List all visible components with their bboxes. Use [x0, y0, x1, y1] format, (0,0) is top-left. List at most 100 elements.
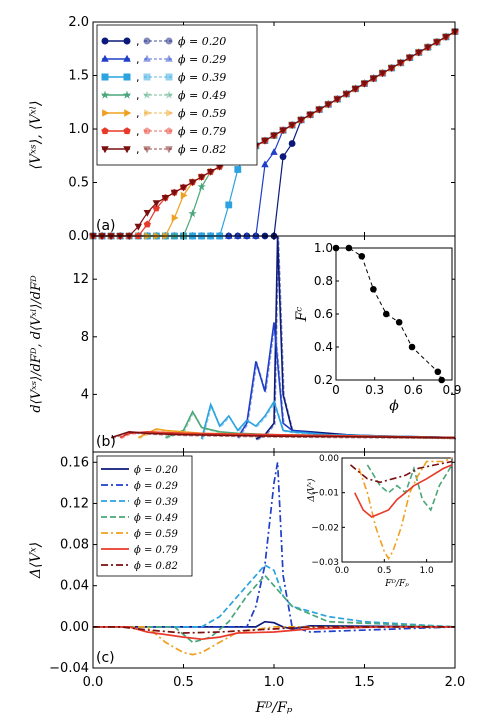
series-a-1-point: [243, 231, 251, 239]
series-b-6-line-light: [111, 432, 457, 440]
legend-marker-light: [143, 127, 151, 135]
series-b-1-line-light: [238, 323, 457, 440]
inset-b-ylabel: Fᶜ: [294, 307, 310, 323]
legend-marker-light: [165, 146, 173, 154]
inset-b-point: [434, 368, 442, 376]
series-a-1-point: [270, 148, 278, 155]
series-a-6-point: [170, 189, 179, 197]
series-a-5-point: [152, 204, 160, 212]
legend-c-label: ϕ = 0.59: [134, 529, 178, 540]
legend-c-label: ϕ = 0.29: [134, 481, 178, 492]
series-a-6-point: [406, 54, 414, 62]
legend-c-label: ϕ = 0.79: [134, 545, 178, 556]
series-a-6-point: [360, 80, 369, 88]
legend-marker: [123, 54, 131, 62]
series-a-1-point: [234, 231, 242, 239]
legend-separator: ,: [136, 125, 140, 138]
panel-c-ytick-label: 0.00: [60, 620, 89, 635]
series-c-4-line: [93, 626, 455, 656]
series-a-4-point: [171, 214, 179, 222]
series-a-6-point: [270, 132, 278, 140]
legend-marker-light: [143, 54, 151, 62]
legend-c-label: ϕ = 0.39: [134, 497, 178, 508]
panel-c-ytick-label: 0.04: [60, 579, 89, 594]
series-a-6-point: [397, 60, 405, 67]
panel-b: 4 8 12 (b) 0.2 0.4 0.6 0.8 1.0 0 0.3 0.6 0.9 ϕ Fᶜ: [72, 235, 462, 453]
legend-entry-label: ϕ = 0.59: [178, 107, 226, 120]
legend-separator: ,: [136, 71, 140, 84]
series-a-6-point: [315, 106, 323, 114]
legend-separator: ,: [136, 89, 140, 102]
legend-marker-light: [143, 146, 151, 154]
legend-marker: [123, 37, 131, 45]
inset-c-series-3-line: [349, 460, 453, 484]
panel-c: −0.04 0.00 0.04 0.08 0.12 0.16 0.0 0.5 1.0 1.5 2.0…: [49, 451, 465, 716]
series-a-6-point: [424, 44, 432, 52]
legend-marker-light: [144, 109, 152, 117]
series-a-6-point: [279, 127, 287, 135]
legend-entry-label: ϕ = 0.49: [178, 89, 226, 102]
panel-c-inset: 0.00 −0.01 −0.02 −0.030.0 0.5 1.0 Fᴰ/Fₚ Δ⟨Vˣ⟩: [307, 454, 453, 589]
series-a-6-point: [161, 195, 170, 202]
series-a-6-point: [134, 223, 142, 231]
series-a-6-point: [197, 174, 206, 181]
series-a-6-point: [116, 233, 124, 241]
legend-separator: ,: [136, 107, 140, 120]
series-a-6-point: [107, 233, 115, 241]
series-a-6-point: [216, 163, 224, 171]
panel-c-xtick-label: 1.5: [354, 675, 375, 690]
legend-marker: [123, 127, 131, 135]
series-a-2-point: [234, 166, 242, 173]
panel-b-inset: 0.2 0.4 0.6 0.8 1.0 0 0.3 0.6 0.9 ϕ Fᶜ: [294, 241, 462, 414]
series-b-2-line-light: [202, 401, 457, 441]
series-a-5-point: [143, 220, 151, 228]
panel-a-label: (a): [96, 218, 116, 234]
series-c-5-line: [93, 626, 455, 641]
series-a-6-point: [387, 65, 396, 72]
legend-separator: ,: [136, 35, 140, 48]
panel-c-ytick-label: 0.12: [60, 496, 89, 511]
legend-separator: ,: [136, 53, 140, 66]
series-a-6-point: [288, 122, 296, 130]
inset-b-point: [438, 376, 445, 384]
legend-marker: [101, 37, 109, 45]
series-a-1-point: [225, 231, 233, 239]
series-a-6-point: [415, 49, 423, 57]
inset-b-point: [358, 252, 366, 260]
legend-marker: [100, 90, 110, 99]
panel-a-ylabel: ⟨Vˣˢ⟩, ⟨Vˣˡ⟩: [28, 100, 44, 169]
inset-b-point: [382, 310, 390, 318]
inset-c-series-1-line: [358, 457, 453, 561]
legend-marker-light: [142, 90, 152, 99]
panel-b-ytick-label: 8: [81, 330, 89, 345]
inset-c-ylabel: Δ⟨Vˣ⟩: [307, 478, 317, 502]
series-a-0-point: [288, 140, 296, 147]
series-a-2-point: [225, 201, 233, 209]
inset-c-ytick-label: −0.03: [311, 558, 339, 568]
series-a-6-point: [369, 75, 378, 83]
legend-entry-label: ϕ = 0.39: [178, 71, 226, 84]
series-a-6-point: [324, 101, 332, 109]
series-a-3-point: [197, 182, 206, 191]
panel-b-label: (b): [96, 434, 116, 450]
legend-marker-light: [143, 37, 151, 45]
inset-b-ytick-label: 0.4: [314, 340, 333, 354]
legend-marker-light: [143, 73, 151, 81]
panel-b-ytick-label: 12: [72, 272, 89, 287]
series-b-5-line-light: [120, 432, 457, 440]
panel-c-label: (c): [96, 650, 115, 666]
legend-marker: [101, 73, 109, 81]
inset-b-ytick-label: 0.8: [314, 274, 333, 288]
legend-c-box: [96, 455, 193, 577]
series-c-6-line: [93, 626, 455, 634]
legend-marker-light: [165, 127, 173, 135]
series-a-6-point: [333, 96, 342, 104]
legend-marker: [102, 109, 110, 117]
inset-b-point: [408, 343, 416, 351]
inset-b-xtick-label: 0.6: [404, 383, 423, 397]
series-a-6-point: [179, 184, 188, 192]
legend-marker-light: [164, 90, 174, 99]
legend-entry-label: ϕ = 0.82: [178, 143, 226, 156]
inset-c-ytick-label: −0.02: [311, 523, 339, 533]
